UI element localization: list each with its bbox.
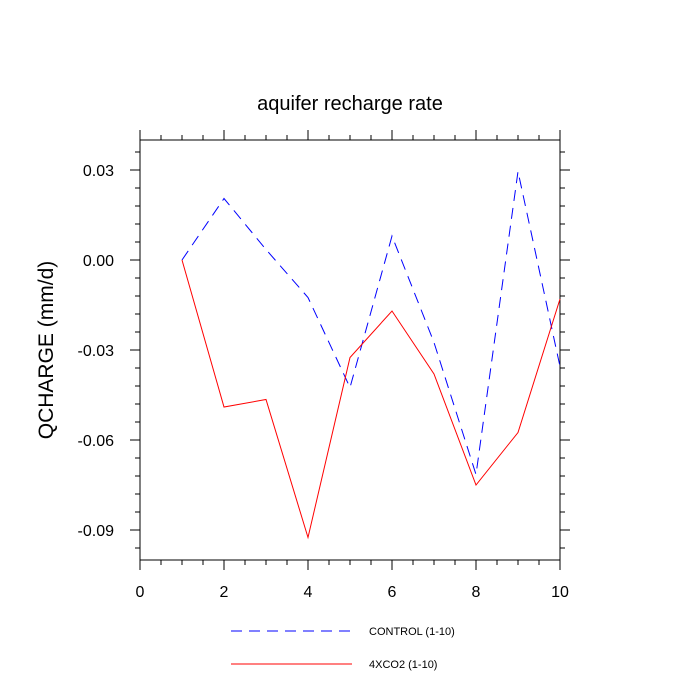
x-tick-label: 8 xyxy=(472,584,481,601)
x-tick-label: 6 xyxy=(388,584,397,601)
legend: CONTROL (1-10) 4XCO2 (1-10) xyxy=(231,626,455,671)
x-tick-label: 0 xyxy=(136,584,145,601)
x-tick-label: 4 xyxy=(304,584,313,601)
y-tick-label: -0.09 xyxy=(78,523,115,540)
legend-label-2: 4XCO2 (1-10) xyxy=(369,659,437,671)
y-tick-label: -0.06 xyxy=(78,433,115,450)
series-lines xyxy=(181,171,561,540)
x-tick-label: 10 xyxy=(551,584,569,601)
y-tick-label: 0.00 xyxy=(83,253,114,270)
y-axis-label: QCHARGE (mm/d) xyxy=(35,261,58,440)
series-line-2 xyxy=(181,259,561,540)
chart-title: aquifer recharge rate xyxy=(257,93,443,115)
y-tick-label: 0.03 xyxy=(83,163,114,180)
series-line-1 xyxy=(181,171,561,475)
legend-label-1: CONTROL (1-10) xyxy=(369,626,455,638)
axis-ticks xyxy=(130,130,570,570)
x-tick-label: 2 xyxy=(220,584,229,601)
y-tick-label: -0.03 xyxy=(78,343,115,360)
tick-labels: 0 2 4 6 8 10 0.03 0.00 -0.03 -0.06 -0.09 xyxy=(78,163,569,601)
plot-area-frame xyxy=(139,139,561,561)
